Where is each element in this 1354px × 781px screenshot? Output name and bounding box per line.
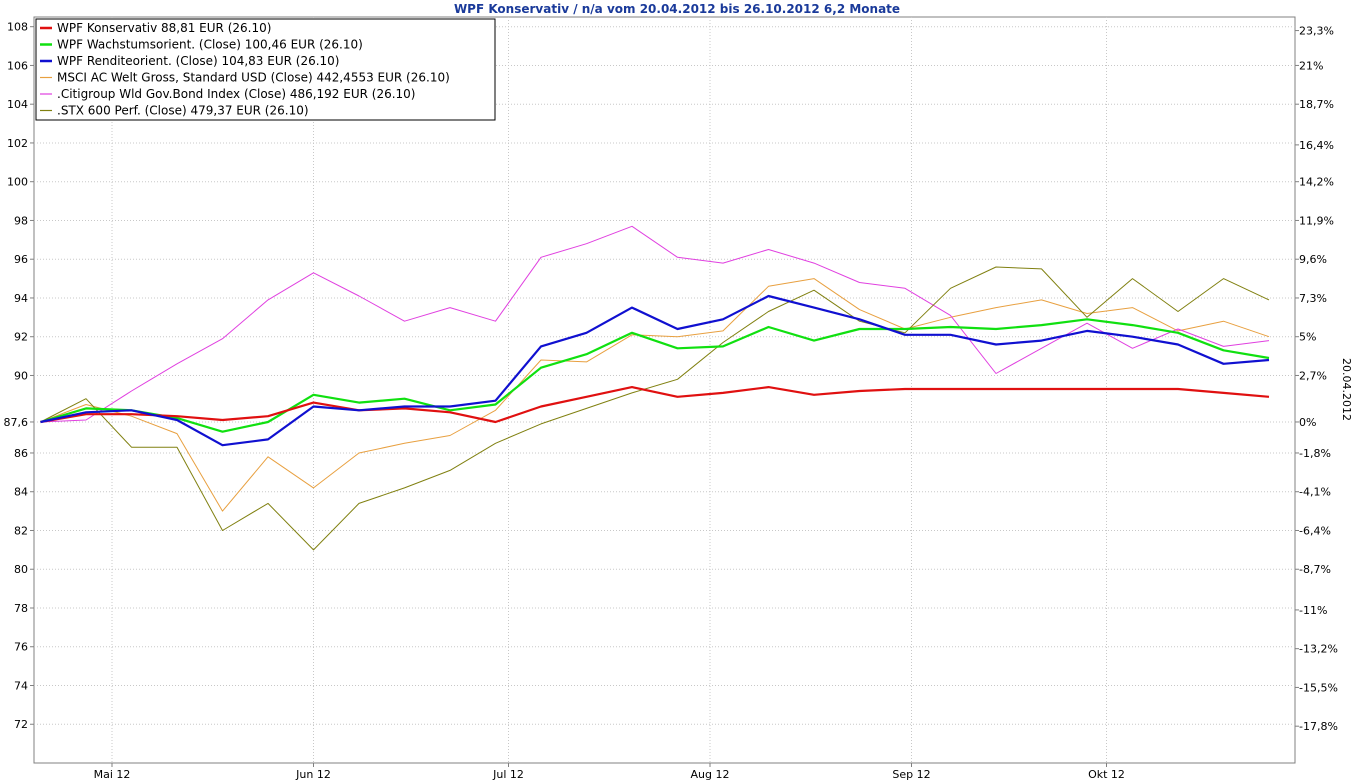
legend-entry: MSCI AC Welt Gross, Standard USD (Close)…	[57, 71, 450, 85]
x-tick-label: Mai 12	[94, 768, 131, 781]
series-line-5	[40, 266, 1270, 551]
y-tick-label: 106	[7, 59, 28, 72]
y-tick-label: 100	[7, 176, 28, 189]
y2-tick-label: 16,4%	[1299, 139, 1334, 152]
y2-tick-label: 18,7%	[1299, 98, 1334, 111]
legend-box	[35, 18, 496, 121]
y-tick-label: 72	[14, 718, 28, 731]
left-y-axis: 72 74 76 78 80 82 84 86 87,6 90 92 94 96 98 100 102 104 1…	[4, 21, 34, 731]
legend: WPF Konservativ 88,81 EUR (26.10) WPF Wac…	[35, 18, 496, 121]
x-tick-label: Jul 12	[492, 768, 524, 781]
y2-tick-label: -17,8%	[1299, 720, 1338, 733]
y2-tick-label: 2,7%	[1299, 369, 1327, 382]
y-tick-label: 78	[14, 602, 28, 615]
legend-entry: .Citigroup Wld Gov.Bond Index (Close) 48…	[57, 87, 416, 101]
y-tick-label: 84	[14, 486, 28, 499]
x-tick-label: Jun 12	[295, 768, 331, 781]
x-tick-label: Okt 12	[1088, 768, 1125, 781]
y-tick-label: 108	[7, 21, 28, 34]
y-tick-label: 87,6	[4, 416, 29, 429]
y2-tick-label: -4,1%	[1299, 486, 1331, 499]
chart-title: WPF Konservativ / n/a vom 20.04.2012 bis…	[454, 2, 900, 16]
series-line-2	[40, 294, 1270, 447]
y-tick-label: 80	[14, 563, 28, 576]
y-tick-label: 82	[14, 524, 28, 537]
y-tick-label: 96	[14, 253, 28, 266]
y2-tick-label: 11,9%	[1299, 214, 1334, 227]
y2-tick-label: 5%	[1299, 331, 1316, 344]
x-tick-label: Aug 12	[691, 768, 730, 781]
y-tick-label: 76	[14, 641, 28, 654]
y2-tick-label: -1,8%	[1299, 447, 1331, 460]
y-tick-label: 98	[14, 214, 28, 227]
legend-entry: WPF Konservativ 88,81 EUR (26.10)	[57, 21, 271, 35]
legend-entry: .STX 600 Perf. (Close) 479,37 EUR (26.10…	[57, 104, 309, 118]
y2-tick-label: -13,2%	[1299, 643, 1338, 656]
y-tick-label: 74	[14, 679, 28, 692]
series-line-1	[40, 318, 1270, 433]
x-tick-label: Sep 12	[892, 768, 930, 781]
y2-tick-label: 23,3%	[1299, 25, 1334, 38]
y2-tick-label: 21%	[1299, 59, 1323, 72]
y2-tick-label: -8,7%	[1299, 563, 1331, 576]
y2-tick-label: -15,5%	[1299, 681, 1338, 694]
y2-tick-label: 0%	[1299, 416, 1316, 429]
y2-tick-label: -11%	[1299, 604, 1327, 617]
grid-lines	[34, 17, 1295, 763]
y2-tick-label: -6,4%	[1299, 524, 1331, 537]
x-axis: Mai 12 Jun 12 Jul 12 Aug 12 Sep 12 Okt 12	[94, 763, 1125, 781]
y2-tick-label: 14,2%	[1299, 176, 1334, 189]
y2-tick-label: 7,3%	[1299, 292, 1327, 305]
legend-entry: WPF Wachstumsorient. (Close) 100,46 EUR …	[57, 38, 363, 52]
y-tick-label: 104	[7, 98, 28, 111]
y-tick-label: 90	[14, 369, 28, 382]
legend-entry: WPF Renditeorient. (Close) 104,83 EUR (2…	[57, 54, 339, 68]
series-line-3	[40, 278, 1270, 512]
y-tick-label: 94	[14, 292, 28, 305]
series-line-0	[40, 386, 1270, 424]
right-axis-label: 20.04.2012	[1340, 358, 1353, 421]
y2-tick-label: 9,6%	[1299, 253, 1327, 266]
y-tick-label: 92	[14, 331, 28, 344]
y-tick-label: 86	[14, 447, 28, 460]
right-y-axis: 23,3% 21% 18,7% 16,4% 14,2% 11,9% 9,6% 7,3% 5% 2,…	[1295, 25, 1338, 733]
y-tick-label: 102	[7, 137, 28, 150]
series-lines	[40, 225, 1270, 551]
